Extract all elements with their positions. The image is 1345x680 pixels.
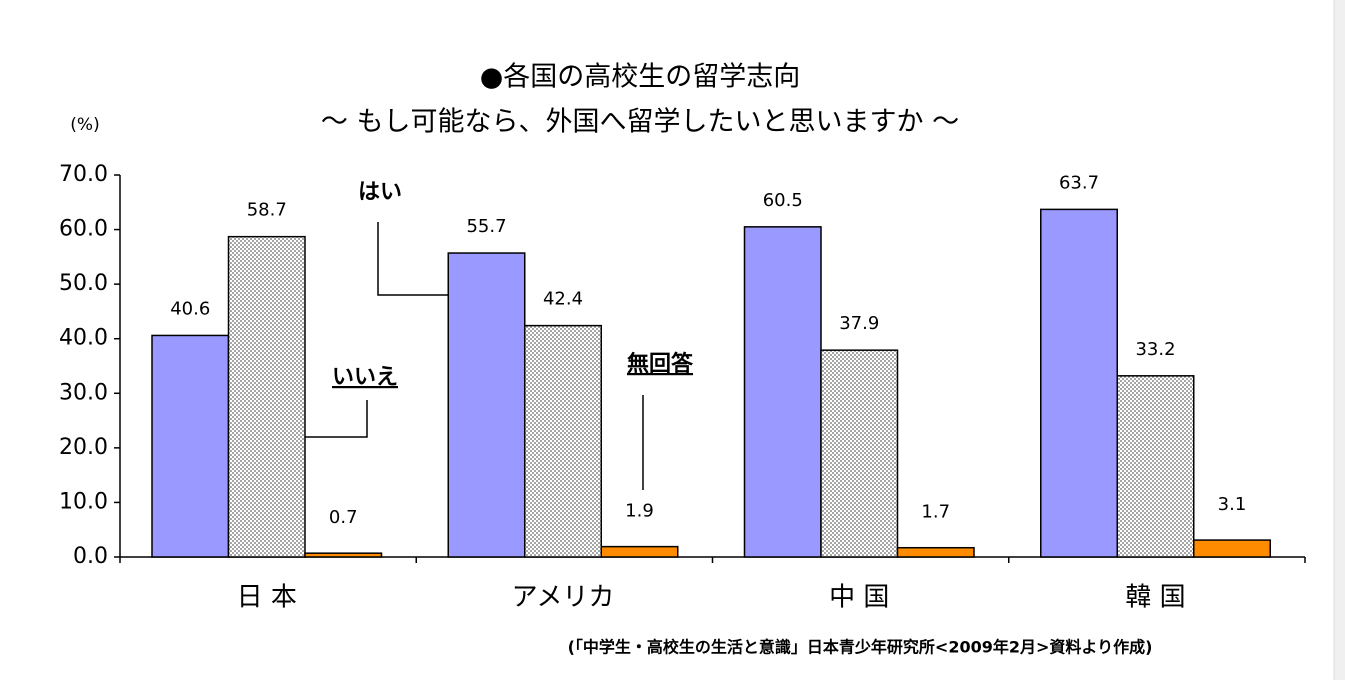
y-tick-label: 70.0 [59, 162, 108, 187]
x-tick-label: アメリカ [512, 583, 615, 613]
y-tick-label: 20.0 [59, 435, 108, 460]
bar [743, 226, 822, 558]
bar [151, 334, 230, 558]
value-label: 60.5 [763, 190, 803, 211]
value-label: 40.6 [170, 298, 210, 319]
bar [447, 252, 526, 558]
bar [1040, 208, 1118, 558]
y-tick-label: 40.0 [59, 326, 108, 351]
value-label: 1.9 [625, 501, 654, 522]
value-label: 33.2 [1135, 339, 1175, 360]
x-tick-label: 中 国 [829, 583, 889, 613]
value-label: 55.7 [466, 216, 506, 237]
chart-subtitle: ～ もし可能なら、外国へ留学したいと思いますか ～ [321, 107, 959, 138]
value-label: 42.4 [543, 289, 583, 310]
value-label: 37.9 [839, 313, 879, 334]
bar [524, 324, 602, 558]
bar [1116, 375, 1195, 558]
value-label: 58.7 [247, 200, 287, 221]
y-tick-label: 0.0 [73, 544, 108, 569]
x-tick-label: 韓 国 [1125, 583, 1185, 613]
value-label: 1.7 [921, 502, 950, 523]
bar [304, 552, 383, 558]
bar [227, 235, 306, 558]
y-tick-label: 60.0 [59, 217, 108, 242]
value-label: 63.7 [1059, 172, 1099, 193]
y-tick-label: 10.0 [59, 489, 108, 514]
leader-line [283, 400, 368, 438]
bar [1193, 539, 1271, 558]
y-tick-label: 50.0 [59, 271, 108, 296]
value-label: 0.7 [329, 507, 358, 528]
x-tick-label: 日 本 [237, 583, 297, 613]
chart-title: ●各国の高校生の留学志向 [480, 62, 801, 93]
bar [600, 545, 679, 558]
legend-label: 無回答 [627, 351, 694, 377]
source-note: (「中学生・高校生の生活と意識」日本青少年研究所<2009年2月>資料より作成) [568, 638, 1153, 657]
y-tick-label: 30.0 [59, 380, 108, 405]
bar [820, 349, 899, 558]
legend-label: いいえ [332, 365, 398, 390]
bar [896, 546, 975, 558]
scrollbar [1334, 0, 1345, 680]
y-axis-label: (%) [70, 115, 99, 135]
legend-label: はい [358, 180, 402, 205]
value-label: 3.1 [1218, 494, 1247, 515]
